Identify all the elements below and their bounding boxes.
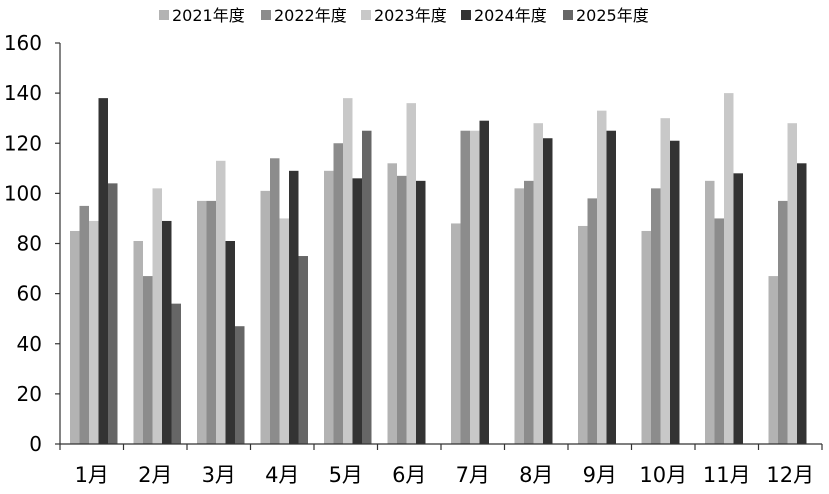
bar-2024年度-3月 bbox=[225, 240, 235, 444]
bar-2021年度-6月 bbox=[387, 163, 397, 445]
bar-2021年度-5月 bbox=[324, 170, 334, 444]
y-axis-ticks: 0 20 40 60 80 100 120 140 160 bbox=[4, 31, 60, 456]
bar-2022年度-10月 bbox=[651, 188, 661, 444]
bar-2021年度-7月 bbox=[451, 223, 461, 444]
bar-2025年度-5月 bbox=[362, 130, 372, 444]
bar-2024年度-5月 bbox=[352, 178, 362, 444]
bar-2024年度-1月 bbox=[98, 98, 108, 444]
legend-label: 2024年度 bbox=[474, 6, 547, 25]
x-tick-label: 3月 bbox=[202, 463, 236, 487]
legend-swatch bbox=[563, 10, 573, 20]
x-tick-label: 7月 bbox=[456, 463, 490, 487]
x-tick-label: 8月 bbox=[519, 463, 553, 487]
x-tick-label: 4月 bbox=[265, 463, 299, 487]
y-tick-label: 100 bbox=[4, 181, 42, 205]
bar-2025年度-1月 bbox=[108, 183, 118, 444]
bar-2023年度-8月 bbox=[533, 123, 543, 444]
bar-2023年度-1月 bbox=[89, 220, 99, 444]
legend-label: 2022年度 bbox=[274, 6, 347, 25]
bar-2021年度-1月 bbox=[70, 230, 80, 444]
bar-2022年度-12月 bbox=[778, 200, 788, 444]
x-tick-label: 5月 bbox=[329, 463, 363, 487]
bar-2021年度-11月 bbox=[705, 180, 715, 444]
x-axis-ticks: 1月 2月 3月 4月 5月 6月 7月 8月 9月 10月 11月 12月 bbox=[59, 444, 823, 487]
bar-2021年度-10月 bbox=[641, 230, 651, 444]
bar-2023年度-5月 bbox=[343, 98, 353, 444]
y-tick-label: 40 bbox=[17, 332, 42, 356]
x-tick-label: 1月 bbox=[75, 463, 109, 487]
legend-label: 2025年度 bbox=[576, 6, 649, 25]
x-tick-label: 10月 bbox=[639, 463, 687, 487]
bar-2025年度-2月 bbox=[171, 303, 181, 444]
bar-2024年度-11月 bbox=[733, 173, 743, 444]
bar-2024年度-7月 bbox=[479, 120, 489, 444]
legend-swatch bbox=[261, 10, 271, 20]
bar-2025年度-3月 bbox=[235, 326, 245, 444]
bar-2025年度-4月 bbox=[298, 256, 308, 444]
bar-series-group bbox=[70, 93, 807, 445]
bar-2024年度-2月 bbox=[162, 220, 172, 444]
bar-2022年度-1月 bbox=[79, 205, 89, 444]
bar-2022年度-7月 bbox=[460, 130, 470, 444]
x-tick-label: 2月 bbox=[138, 463, 172, 487]
bar-2021年度-12月 bbox=[768, 276, 778, 444]
chart-legend: 2021年度 2022年度 2023年度 2024年度 2025年度 bbox=[159, 6, 649, 25]
y-tick-label: 120 bbox=[4, 131, 42, 155]
x-tick-label: 11月 bbox=[703, 463, 751, 487]
legend-swatch bbox=[159, 10, 169, 20]
bar-2022年度-9月 bbox=[587, 198, 597, 444]
y-tick-label: 20 bbox=[17, 382, 42, 406]
bar-2024年度-8月 bbox=[543, 138, 553, 445]
bar-2024年度-6月 bbox=[416, 180, 426, 444]
legend-label: 2023年度 bbox=[374, 6, 447, 25]
legend-label: 2021年度 bbox=[172, 6, 245, 25]
bar-2023年度-11月 bbox=[724, 93, 734, 444]
bar-2022年度-6月 bbox=[397, 175, 407, 445]
bar-2022年度-11月 bbox=[714, 218, 724, 444]
y-tick-label: 140 bbox=[4, 81, 42, 105]
bar-2022年度-4月 bbox=[270, 158, 280, 444]
bar-2021年度-4月 bbox=[260, 190, 270, 444]
bar-2023年度-2月 bbox=[152, 188, 162, 444]
bar-2023年度-7月 bbox=[470, 130, 480, 444]
y-tick-label: 160 bbox=[4, 31, 42, 55]
bar-2024年度-4月 bbox=[289, 170, 299, 444]
y-tick-label: 0 bbox=[29, 432, 42, 456]
bar-2024年度-9月 bbox=[606, 130, 616, 444]
bar-2021年度-8月 bbox=[514, 188, 524, 444]
bar-2021年度-9月 bbox=[578, 225, 588, 444]
bar-2021年度-2月 bbox=[133, 240, 143, 444]
bar-2022年度-5月 bbox=[333, 143, 343, 444]
bar-2023年度-10月 bbox=[660, 118, 670, 444]
x-tick-label: 6月 bbox=[392, 463, 426, 487]
y-tick-label: 80 bbox=[17, 232, 42, 256]
bar-2022年度-2月 bbox=[143, 276, 153, 444]
legend-swatch bbox=[361, 10, 371, 20]
bar-2023年度-12月 bbox=[787, 123, 797, 444]
bar-2023年度-4月 bbox=[279, 218, 289, 444]
bar-2024年度-12月 bbox=[797, 163, 807, 445]
x-tick-label: 12月 bbox=[766, 463, 814, 487]
legend-swatch bbox=[461, 10, 471, 20]
bar-2023年度-6月 bbox=[406, 103, 416, 445]
bar-2021年度-3月 bbox=[197, 200, 207, 444]
bar-2023年度-9月 bbox=[597, 110, 607, 444]
x-tick-label: 9月 bbox=[583, 463, 617, 487]
bar-2024年度-10月 bbox=[670, 140, 680, 444]
y-tick-label: 60 bbox=[17, 282, 42, 306]
bar-2022年度-3月 bbox=[206, 200, 216, 444]
bar-2023年度-3月 bbox=[216, 160, 226, 444]
bar-2022年度-8月 bbox=[524, 180, 534, 444]
